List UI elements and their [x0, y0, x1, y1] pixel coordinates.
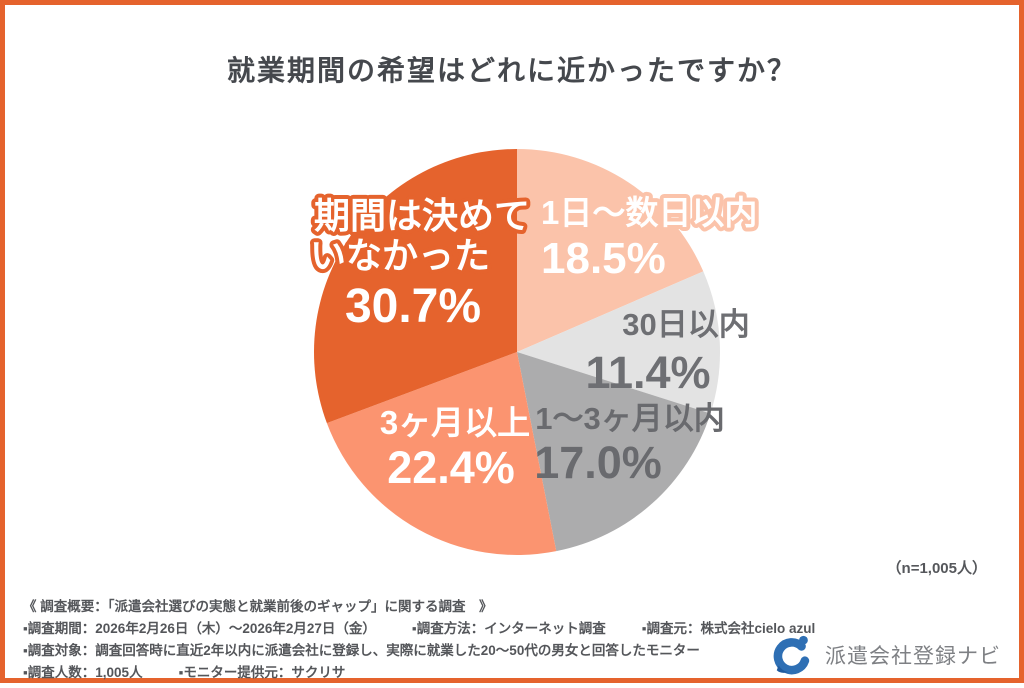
survey-period: ▪調査期間：2026年2月26日（木）～2026年2月27日（金） — [23, 621, 376, 636]
pie-label-seg3-pct: 22.4% — [387, 442, 515, 493]
survey-overview: 《 調査概要：「派遣会社選びの実態と就業前後のギャップ」に関する調査 》 ▪調査… — [23, 596, 843, 684]
brand-logo: 派遣会社登録ナビ — [769, 634, 1001, 676]
pie-slices — [313, 149, 720, 555]
pie-label-seg0-name: 1日〜数日以内 — [541, 194, 757, 231]
pie-label-seg2-name: 1〜3ヶ月以内 — [535, 401, 724, 436]
pie-label-seg4-name-line1: 期間は決めて — [314, 195, 530, 236]
brand-logo-icon — [773, 635, 810, 675]
pie-label-seg1-pct: 11.4% — [585, 347, 710, 398]
survey-count: ▪調査人数：1,005人 — [23, 665, 143, 680]
logo-swirl — [773, 638, 810, 675]
survey-target: ▪調査対象：調査回答時に直近2年以内に派遣会社に登録し、実際に就業した20〜50… — [23, 643, 700, 658]
survey-line4: ▪調査人数：1,005人 ▪モニター提供元：サクリサ — [23, 662, 843, 684]
pie-slice-1 — [517, 271, 720, 414]
survey-monitor-provider: ▪モニター提供元：サクリサ — [178, 665, 346, 680]
survey-source: ▪調査元：株式会社cielo azul — [641, 621, 816, 636]
pie-labels: 1日〜数日以内 18.5% 30日以内 11.4% 1〜3ヶ月以内 17.0% … — [306, 190, 761, 493]
pie-slice-3 — [326, 352, 557, 555]
pie-chart: 1日〜数日以内 18.5% 30日以内 11.4% 1〜3ヶ月以内 17.0% … — [306, 149, 761, 555]
survey-line2: ▪調査期間：2026年2月26日（木）～2026年2月27日（金） ▪調査方法：… — [23, 618, 843, 640]
pie-slice-2 — [517, 352, 711, 552]
pie-slice-4 — [313, 149, 517, 424]
page-title: 就業期間の希望はどれに近かったですか？ — [226, 55, 797, 86]
brand-logo-text: 派遣会社登録ナビ — [825, 645, 1001, 668]
pie-label-seg0-pct: 18.5% — [541, 234, 666, 283]
pie-label-seg4-name-line2: いなかった — [310, 235, 490, 276]
pie-label-seg2-pct: 17.0% — [534, 437, 662, 488]
survey-line3: ▪調査対象：調査回答時に直近2年以内に派遣会社に登録し、実際に就業した20〜50… — [23, 640, 843, 662]
pie-label-seg3-name: 3ヶ月以上 — [380, 404, 530, 441]
survey-overview-title: 《 調査概要：「派遣会社選びの実態と就業前後のギャップ」に関する調査 》 — [23, 599, 493, 614]
sample-size-note: （n=1,005人） — [886, 560, 987, 577]
logo-tail — [776, 665, 789, 673]
logo-dot — [799, 635, 808, 645]
pie-label-seg1-name: 30日以内 — [622, 307, 749, 342]
pie-label-seg4-pct: 30.7% — [345, 280, 481, 333]
survey-method: ▪調査方法：インターネット調査 — [411, 621, 606, 636]
pie-slice-0 — [517, 149, 704, 352]
survey-line1: 《 調査概要：「派遣会社選びの実態と就業前後のギャップ」に関する調査 》 — [23, 596, 843, 618]
